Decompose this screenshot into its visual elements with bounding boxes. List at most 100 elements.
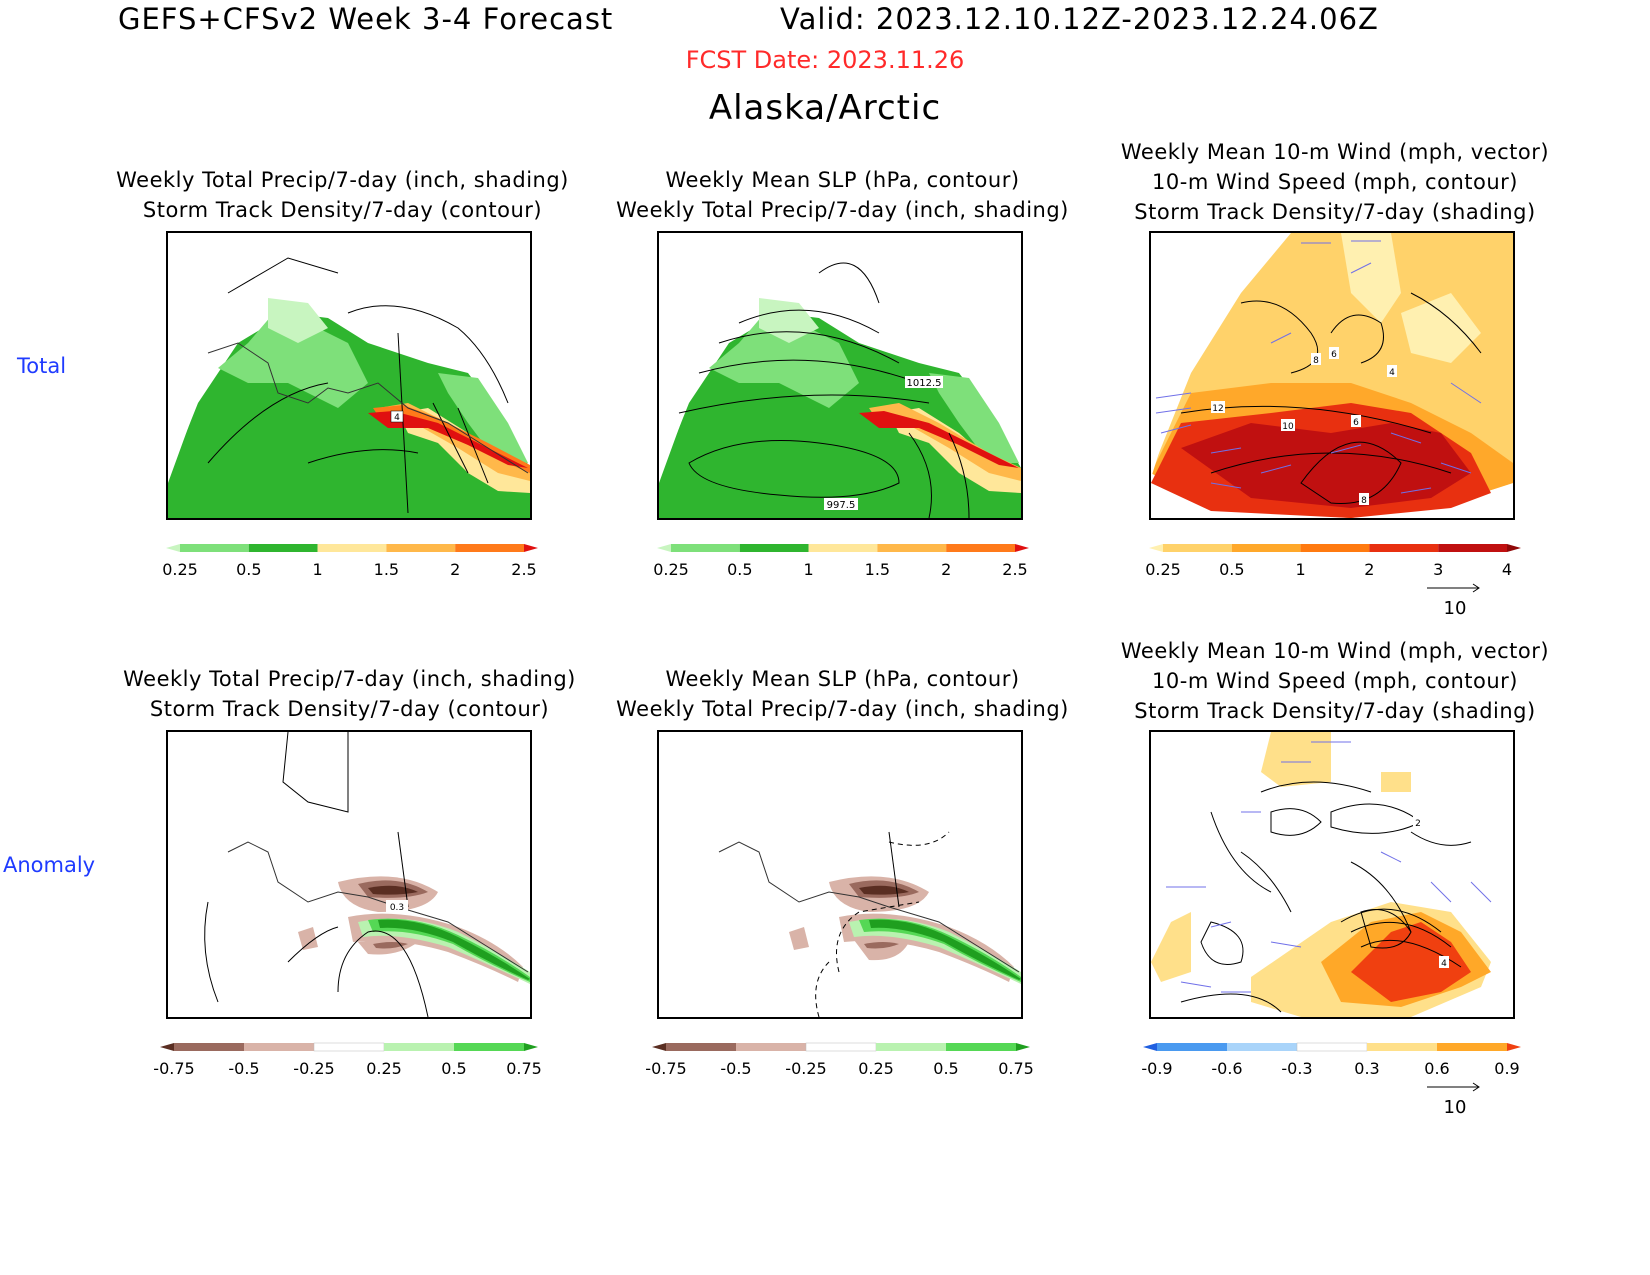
vector-reference-bottom: 10 <box>1425 1076 1485 1118</box>
colorbar-swatch <box>160 1043 174 1051</box>
colorbar-tick-label: 2 <box>1364 560 1375 579</box>
colorbar-tick-label: 1 <box>1295 560 1306 579</box>
colorbar-tick-label: 2.5 <box>511 560 537 579</box>
colorbar-precip-anom-2: -0.75 -0.5 -0.25 0.25 0.5 0.75 <box>645 1039 1034 1079</box>
colorbar-tick-label: 0.75 <box>506 1059 542 1078</box>
contour-label: 8 <box>1313 356 1319 366</box>
colorbar-tick-label: 2.5 <box>1002 560 1028 579</box>
panel-title-wind-anom: Weekly Mean 10-m Wind (mph, vector) 10-m… <box>1100 636 1570 726</box>
region-title: Alaska/Arctic <box>708 88 942 128</box>
map-slp-anom <box>657 730 1023 1019</box>
colorbar-swatch <box>805 1042 877 1052</box>
panel-title-line: Storm Track Density/7-day (shading) <box>1134 200 1536 224</box>
colorbar-tick-label: 0.5 <box>1219 560 1245 579</box>
contour-label: 8 <box>1361 496 1367 506</box>
colorbar-precip-total-1: 0.25 0.5 1 1.5 2 2.5 <box>162 540 538 580</box>
colorbar-tick-label: 3 <box>1433 560 1444 579</box>
colorbar-tick-label: 0.3 <box>1354 1059 1380 1078</box>
colorbar-tick-label: 2 <box>450 560 461 579</box>
colorbar-swatch <box>876 1043 946 1051</box>
colorbar-swatch <box>454 1043 524 1051</box>
contour-label: 10 <box>1282 422 1294 432</box>
panel-title-line: Storm Track Density/7-day (shading) <box>1134 699 1536 723</box>
panel-title-line: Weekly Mean SLP (hPa, contour) <box>665 168 1020 192</box>
panel-title-line: Weekly Total Precip/7-day (inch, shading… <box>123 667 576 691</box>
valid-range: Valid: 2023.12.10.12Z-2023.12.24.06Z <box>780 2 1379 36</box>
colorbar-swatch <box>1015 544 1029 552</box>
colorbar-swatch <box>1300 544 1370 552</box>
colorbar-swatch <box>1157 1043 1227 1051</box>
contour-label: 0.3 <box>390 903 404 913</box>
vector-reference-top: 10 <box>1425 577 1485 619</box>
colorbar-swatch <box>524 544 538 552</box>
contour-label: 4 <box>1389 368 1395 378</box>
contour-label: 2 <box>1415 819 1421 829</box>
colorbar-tick-label: 2 <box>941 560 952 579</box>
map-wind-anom: 2 4 <box>1149 730 1515 1019</box>
colorbar-swatch <box>1149 544 1163 552</box>
colorbar-tick-label: -0.25 <box>785 1059 827 1078</box>
vector-reference-label: 10 <box>1443 598 1467 619</box>
row-label-anomaly: Anomaly <box>3 853 96 877</box>
contour-label: 6 <box>1353 418 1359 428</box>
colorbar-swatch <box>1369 544 1439 552</box>
contour-label: 6 <box>1331 350 1337 360</box>
panel-title-precip-total: Weekly Total Precip/7-day (inch, shading… <box>90 165 595 225</box>
colorbar-swatch <box>180 544 249 552</box>
colorbar-tick-label: 1 <box>803 560 814 579</box>
colorbar-swatch <box>1016 1043 1030 1051</box>
colorbar-swatch <box>1438 544 1507 552</box>
colorbar-swatch <box>666 1043 736 1051</box>
colorbar-swatch <box>739 544 809 552</box>
panel-title-line: Weekly Total Precip/7-day (inch, shading… <box>116 168 569 192</box>
colorbar-tick-label: 0.5 <box>236 560 262 579</box>
colorbar-swatch <box>652 1043 666 1051</box>
panel-title-slp-total: Weekly Mean SLP (hPa, contour) Weekly To… <box>590 165 1095 225</box>
colorbar-swatch <box>736 1043 806 1051</box>
colorbar-tick-label: 4 <box>1501 560 1513 579</box>
colorbar-tick-label: 0.5 <box>441 1059 467 1078</box>
colorbar-storm-anom: -0.9 -0.6 -0.3 0.3 0.6 0.9 <box>1141 1039 1521 1079</box>
colorbar-swatch <box>1507 544 1521 552</box>
colorbar-tick-label: -0.5 <box>228 1059 260 1078</box>
colorbar-tick-label: -0.3 <box>1281 1059 1313 1078</box>
colorbar-tick-label: 0.25 <box>162 560 198 579</box>
panel-title-line: Weekly Mean 10-m Wind (mph, vector) <box>1120 639 1550 663</box>
colorbar-tick-label: 0.75 <box>998 1059 1034 1078</box>
map-precip-anom: 0.3 <box>166 730 532 1019</box>
colorbar-swatch <box>946 1043 1016 1051</box>
colorbar-swatch <box>244 1043 314 1051</box>
valid-text: Valid: 2023.12.10.12Z-2023.12.24.06Z <box>780 2 1379 36</box>
panel-title-line: Storm Track Density/7-day (contour) <box>149 697 550 721</box>
colorbar-swatch <box>1143 1043 1157 1051</box>
colorbar-tick-label: 0.6 <box>1424 1059 1450 1078</box>
vector-arrow-icon <box>1427 1082 1480 1092</box>
panel-title-precip-anom: Weekly Total Precip/7-day (inch, shading… <box>97 664 602 724</box>
contour-label: 4 <box>394 413 400 423</box>
colorbar-swatch <box>946 544 1015 552</box>
colorbar-swatch <box>1507 1043 1521 1051</box>
colorbar-swatch <box>808 544 878 552</box>
colorbar-swatch <box>384 1043 454 1051</box>
colorbar-tick-label: -0.6 <box>1211 1059 1243 1078</box>
colorbar-tick-label: 1 <box>312 560 323 579</box>
colorbar-tick-label: -0.5 <box>720 1059 752 1078</box>
colorbar-tick-label: 0.25 <box>366 1059 402 1078</box>
contour-label: 12 <box>1212 404 1223 414</box>
colorbar-swatch <box>1163 544 1232 552</box>
colorbar-tick-label: 0.25 <box>858 1059 894 1078</box>
colorbar-swatch <box>1231 544 1301 552</box>
map-precip-total: 4 <box>166 231 532 520</box>
colorbar-tick-label: 0.25 <box>1145 560 1181 579</box>
colorbar-swatch <box>248 544 318 552</box>
colorbar-swatch <box>1437 1043 1507 1051</box>
panel-title-wind-total: Weekly Mean 10-m Wind (mph, vector) 10-m… <box>1100 137 1570 227</box>
figure-title: GEFS+CFSv2 Week 3-4 Forecast <box>118 2 613 36</box>
panel-title-line: Weekly Mean SLP (hPa, contour) <box>665 667 1020 691</box>
vector-arrow-icon <box>1427 583 1480 593</box>
colorbar-swatch <box>313 1042 385 1052</box>
panel-title-line: Weekly Total Precip/7-day (inch, shading… <box>616 697 1069 721</box>
colorbar-tick-label: 0.25 <box>653 560 689 579</box>
colorbar-tick-label: 0.5 <box>933 1059 959 1078</box>
contour-label: 4 <box>1441 959 1447 969</box>
